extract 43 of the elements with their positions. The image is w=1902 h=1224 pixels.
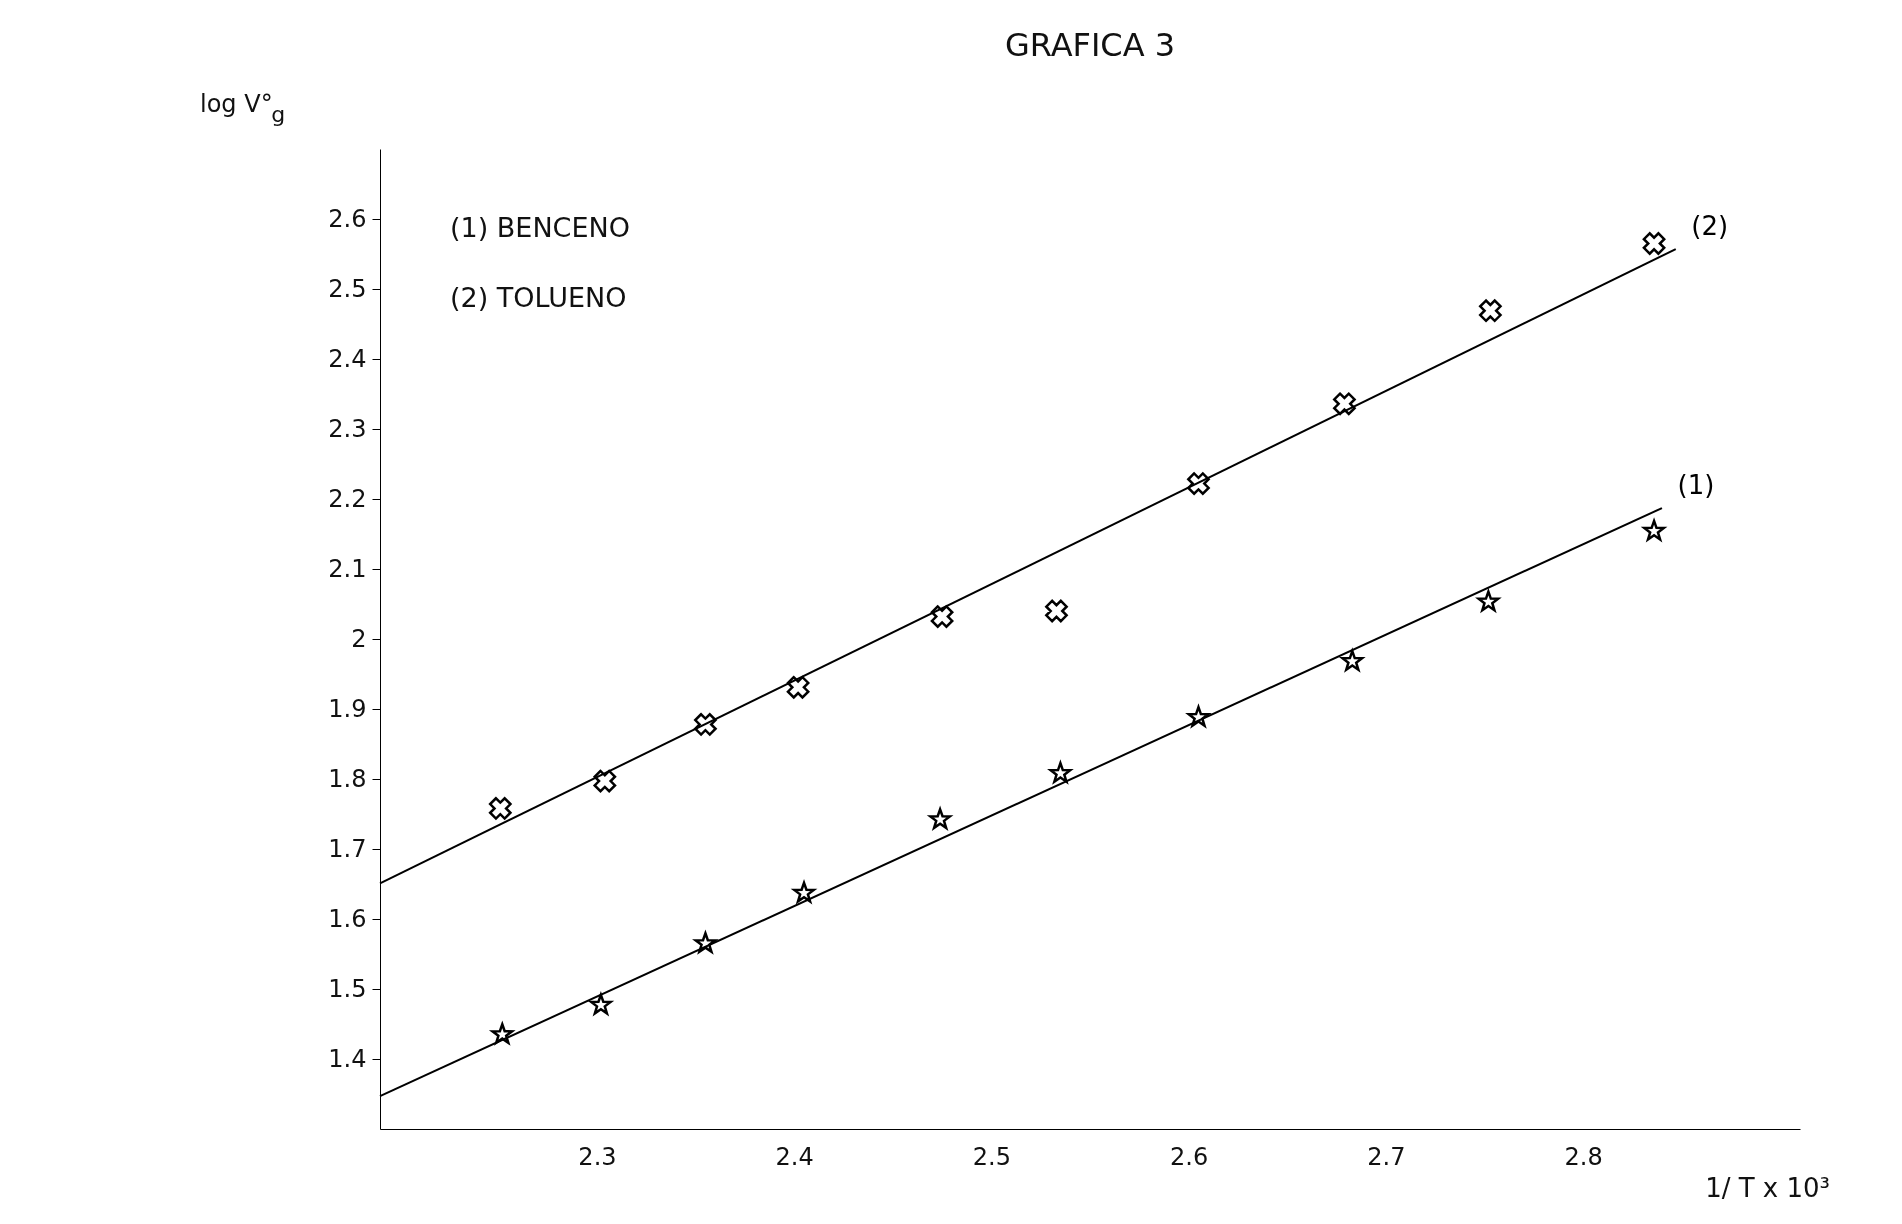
point (692, 929, 719, 955)
point (1045, 599, 1068, 623)
y-tick-label: 2.3 (328, 414, 367, 443)
y-tick-label: 2.1 (328, 554, 367, 583)
y-tick-label: 2 (351, 624, 367, 653)
point (1047, 759, 1074, 785)
annotation: (1) BENCENO (450, 212, 630, 243)
y-tick-label: 1.6 (328, 904, 367, 933)
y-tick-label: 2.5 (328, 274, 367, 303)
y-tick-label: 1.5 (328, 974, 367, 1003)
point (1187, 472, 1210, 495)
point (1478, 299, 1502, 323)
point (489, 1020, 516, 1046)
x-tick-label: 2.7 (1367, 1142, 1406, 1171)
x-tick-label: 2.3 (578, 1142, 617, 1171)
point (1339, 647, 1366, 673)
x-tick-label: 2.5 (972, 1142, 1011, 1171)
chart-title: GRAFICA 3 (1004, 26, 1176, 64)
y-tick-label: 1.7 (328, 834, 367, 863)
x-tick-label: 2.4 (775, 1142, 814, 1171)
point (1642, 232, 1666, 255)
point (786, 675, 810, 699)
annotation: (2) TOLUENO (450, 282, 627, 313)
series-label: (1) (1677, 470, 1715, 501)
point (593, 769, 617, 793)
y-tick-label: 2.4 (328, 344, 367, 373)
point (1475, 588, 1502, 614)
point (588, 991, 614, 1017)
point (488, 797, 512, 820)
x-axis-title: 1/ T x 10³ (1705, 1173, 1830, 1203)
x-tick-label: 2.6 (1170, 1142, 1209, 1171)
y-tick-label: 2.6 (328, 204, 367, 233)
y-tick-label: 1.8 (328, 764, 367, 793)
point (1185, 703, 1212, 729)
x-tick-label: 2.8 (1564, 1142, 1603, 1171)
y-tick-label: 2.2 (328, 484, 367, 513)
y-tick-label: 1.4 (328, 1044, 367, 1073)
y-axis-title: log V°g (200, 90, 286, 127)
series-label: (2) (1691, 211, 1729, 242)
point (930, 605, 954, 628)
point (694, 713, 717, 736)
point (1333, 392, 1356, 416)
y-tick-label: 1.9 (328, 694, 367, 723)
